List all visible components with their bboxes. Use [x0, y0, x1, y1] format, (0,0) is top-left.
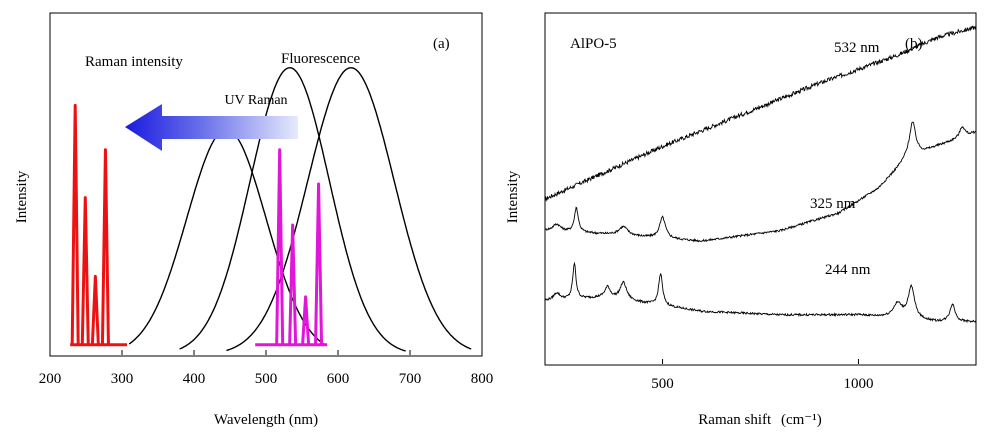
x-tick-label-800: 800	[471, 371, 494, 387]
x-tick-label-500: 500	[255, 371, 278, 387]
series-532-nm	[544, 25, 977, 202]
raman-line-235	[70, 103, 80, 345]
panel-b-x-axis: 500 1000	[651, 359, 873, 392]
series-fluorescence-band-3	[226, 67, 472, 352]
panel-b-frame	[544, 12, 977, 366]
panel-a-frame	[49, 12, 483, 357]
panel-a-x-axis: 200 300 400 500 600 700 800	[39, 350, 494, 387]
panel-a-x-label: Wavelength (nm)	[214, 412, 318, 428]
x-tick-label-500: 500	[651, 376, 674, 392]
series-325-nm	[544, 121, 977, 243]
sample-label: AlPO-5	[570, 36, 617, 52]
series-uv-raman-lines	[70, 103, 128, 347]
panel-a-fluorescence-curves	[128, 67, 472, 352]
series-fluorescence-band-2	[179, 67, 406, 352]
series-visible-raman-lines	[255, 148, 328, 347]
panel-a-label: (a)	[433, 36, 450, 52]
x-tick-label-200: 200	[39, 371, 62, 387]
uv-raman-label: UV Raman	[224, 93, 287, 108]
panel-a-raman-lines	[70, 103, 328, 347]
series-label-325: 325 nm	[810, 196, 856, 212]
x-tick-label-300: 300	[111, 371, 134, 387]
series-244-nm	[544, 261, 977, 324]
x-tick-label-1000: 1000	[843, 376, 873, 392]
x-tick-label-700: 700	[399, 371, 422, 387]
raman-line-537	[288, 223, 298, 345]
fluorescence-label: Fluorescence	[281, 51, 360, 67]
x-tick-label-400: 400	[183, 371, 206, 387]
series-label-532: 532 nm	[834, 40, 880, 56]
panel-b-x-label: Raman shift (cm⁻¹)	[698, 412, 821, 428]
raman-intensity-label: Raman intensity	[85, 54, 183, 70]
series-label-244: 244 nm	[825, 262, 871, 278]
panel-b-label: (b)	[905, 36, 923, 52]
panel-b-y-label: Intensity	[505, 170, 521, 223]
panel-b: 500 1000 AlPO-5 (b) 532 nm 325 nm 244 nm …	[505, 12, 977, 428]
panel-a-y-label: Intensity	[14, 170, 30, 223]
raman-line-555	[301, 295, 311, 345]
x-tick-label-600: 600	[327, 371, 350, 387]
panel-b-spectra	[544, 25, 977, 324]
uv-raman-arrow	[125, 104, 298, 151]
panel-b-x-label-unit: (cm⁻¹)	[781, 412, 822, 428]
raman-line-249	[80, 196, 90, 345]
raman-line-519	[275, 148, 285, 345]
panel-a: 200 300 400 500 600 700 800 UV Raman Raman int…	[14, 12, 494, 428]
raman-line-573	[314, 182, 324, 345]
raman-line-263	[90, 274, 100, 345]
raman-line-277	[100, 148, 110, 345]
panel-b-x-label-text: Raman shift	[698, 412, 772, 428]
